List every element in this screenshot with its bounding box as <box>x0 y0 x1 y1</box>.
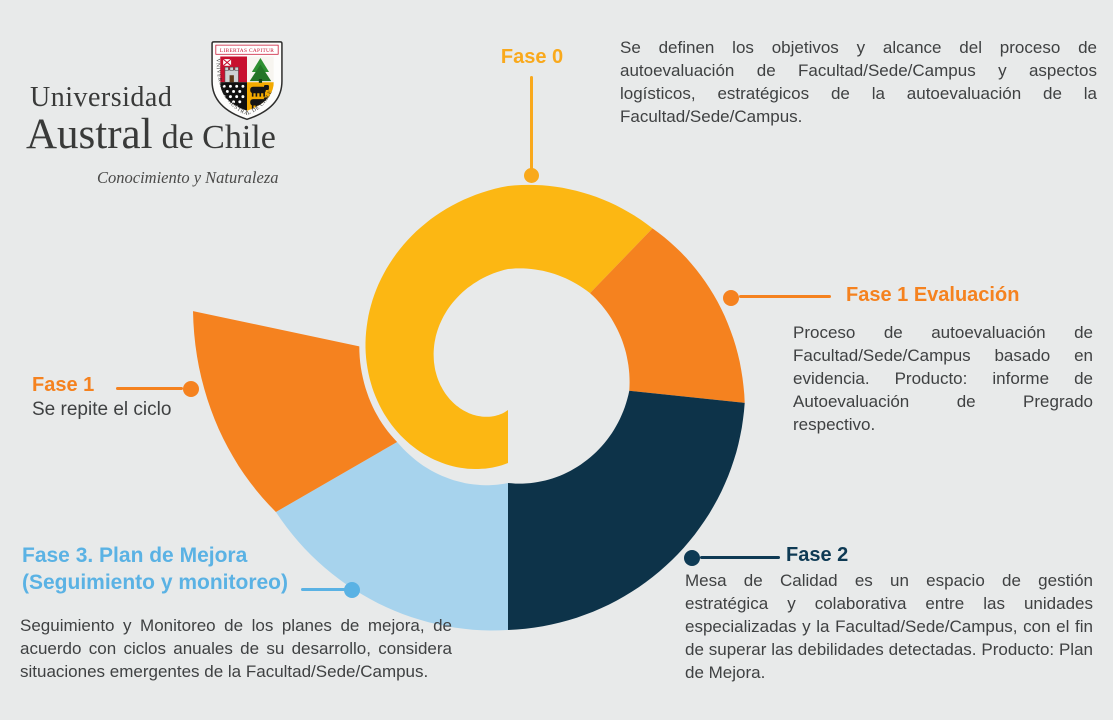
logo-word-austral: Austral <box>26 111 153 158</box>
crest-flag-cross <box>222 58 232 67</box>
spiral-segment-fase0 <box>365 184 653 469</box>
phase-0-leader-line <box>530 76 533 170</box>
spiral-segment-fase2 <box>508 390 745 630</box>
phase-2-description: Mesa de Calidad es un espacio de gestión… <box>685 571 1093 682</box>
logo-tagline: Conocimiento y Naturaleza <box>97 168 279 187</box>
logo-word-de-chile: de Chile <box>161 119 276 156</box>
crest-banner-text: LIBERTAS CAPITUR <box>220 48 274 54</box>
phase-1-dot <box>723 290 739 306</box>
spiral-segment-fase1-repeat <box>193 311 398 512</box>
phase-2-dot <box>684 550 700 566</box>
phase-0-dot <box>524 168 539 183</box>
phase-1-label: Fase 1 Evaluación <box>846 284 1020 306</box>
spiral-segment-fase3 <box>275 442 508 631</box>
phase-1-description: Proceso de autoevaluación de Facultad/Se… <box>793 323 1093 434</box>
phase-3-dot <box>344 582 360 598</box>
phase-1-repeat-leader-line <box>116 387 183 390</box>
phase-3-description: Seguimiento y Monitoreo de los planes de… <box>20 616 452 681</box>
logo-wordmark-universidad: Universidad <box>30 82 173 113</box>
phase-1-repeat-label: Fase 1 <box>32 374 95 396</box>
castle-door <box>229 75 234 83</box>
phase-1-leader-line <box>739 295 831 298</box>
phase-1-repeat-description: Se repite el ciclo <box>32 399 172 420</box>
phase-1-repeat-dot <box>183 381 199 397</box>
uach-crest-icon: LIBERTAS CAPITUR VNIVERSIDAD AUSTRAL DE … <box>211 41 283 121</box>
crest-banner <box>215 44 279 55</box>
phase-2-label: Fase 2 <box>786 544 849 566</box>
spiral-segment-fase1 <box>590 228 745 403</box>
phase-0-label: Fase 0 <box>500 46 564 68</box>
phase-3-label-line2: (Seguimiento y monitoreo) <box>22 571 289 594</box>
phase-0-description: Se definen los objetivos y alcance del p… <box>620 38 1097 126</box>
phase-2-leader-line <box>700 556 780 559</box>
phase-3-label: Fase 3. Plan de Mejora <box>22 544 248 567</box>
tree-icon <box>249 58 272 83</box>
phase-3-leader-line <box>301 588 346 591</box>
crest-quarters <box>220 56 274 111</box>
logo-wordmark-austral-de-chile: Austral de Chile <box>26 110 276 159</box>
